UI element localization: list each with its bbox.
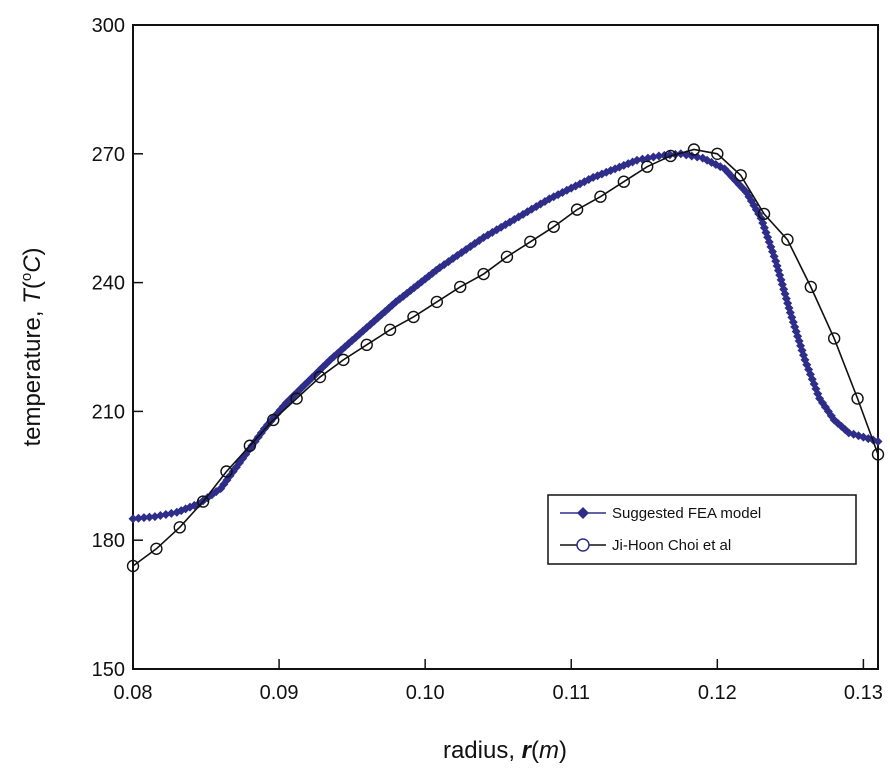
choi-marker [871,448,885,461]
y-tick-label: 210 [92,401,125,423]
series-line-choi [132,148,879,567]
legend-marker-choi [576,538,590,552]
x-tick-label: 0.09 [260,682,299,704]
choi-marker [126,559,140,573]
x-tick-label: 0.13 [844,682,883,704]
fea-marker [873,436,883,446]
legend-marker-fea [577,507,589,519]
axes: 150 180 210 240 270 300 0.08 0.09 0.10 0.11 0.12 0.… [92,15,883,704]
fea-marker [799,350,808,360]
choi-marker [360,338,373,352]
y-tick-label: 150 [92,659,125,681]
choi-marker [337,353,350,367]
choi-marker [524,235,537,249]
choi-marker [827,332,841,345]
choi-marker [290,392,303,405]
y-tick-label: 270 [92,144,125,166]
x-tick-label: 0.10 [406,682,445,704]
choi-marker [781,233,794,246]
x-tick-label: 0.11 [553,682,590,704]
fea-marker [133,513,143,523]
legend-label-choi: Ji-Hoon Choi et al [612,537,731,554]
choi-marker [407,310,420,324]
choi-marker [664,149,677,163]
y-tick-label: 300 [92,15,125,37]
choi-marker [687,143,701,156]
choi-marker [757,207,771,221]
choi-marker [196,495,210,508]
x-axis-title: radius, r(m) [443,737,567,764]
plot-frame [132,24,879,670]
fea-marker [654,151,664,161]
y-tick-label: 180 [92,530,125,552]
y-axis-title: temperature, T(oC) [18,247,46,446]
fea-marker [128,514,138,524]
choi-marker [383,323,397,337]
choi-marker [851,392,864,405]
choi-marker [570,203,584,216]
choi-marker [454,280,467,294]
choi-marker [173,521,186,534]
choi-marker [711,147,724,161]
x-tick-label: 0.12 [698,682,737,704]
choi-marker [640,160,654,173]
choi-marker [477,267,490,281]
choi-marker [430,295,444,309]
series-layer [126,143,885,573]
choi-marker [547,220,560,233]
legend-box [547,494,857,565]
choi-marker [804,280,818,294]
choi-marker [500,250,514,264]
legend-label-fea: Suggested FEA model [612,505,761,522]
x-tick-label: 0.08 [114,682,153,704]
choi-marker [267,413,280,427]
choi-marker [243,439,257,452]
choi-marker [594,190,607,203]
y-tick-label: 240 [92,273,125,295]
fea-marker [144,512,154,522]
choi-marker [617,175,631,188]
choi-marker [150,542,163,555]
fea-marker [155,511,165,521]
fea-marker [139,513,149,523]
legend: Suggested FEA model Ji-Hoon Choi et al [547,494,857,565]
choi-marker [734,169,747,182]
choi-marker [313,370,327,384]
choi-marker [220,465,233,478]
